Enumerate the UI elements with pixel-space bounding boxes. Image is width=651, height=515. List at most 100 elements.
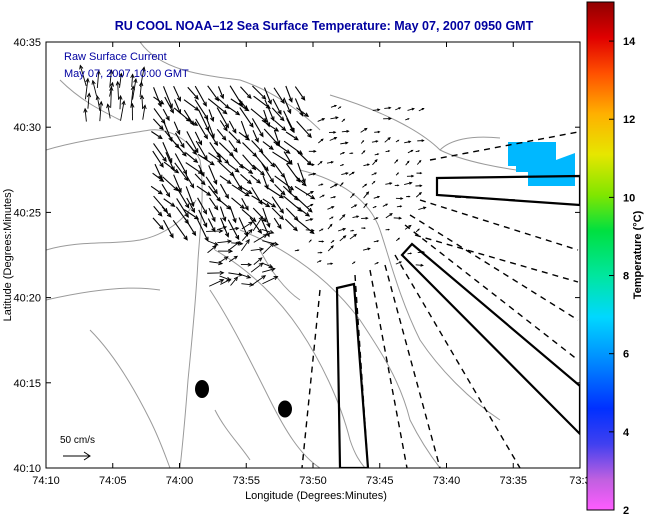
current-vector bbox=[185, 140, 197, 155]
current-vector bbox=[261, 262, 273, 268]
current-vector bbox=[404, 182, 412, 185]
current-vector-head bbox=[421, 108, 425, 111]
current-vector-head bbox=[330, 245, 334, 249]
current-vector-head bbox=[407, 118, 410, 120]
current-vector bbox=[131, 74, 134, 87]
current-vector-head bbox=[331, 206, 335, 209]
current-vector bbox=[238, 131, 250, 141]
current-vector bbox=[119, 73, 122, 88]
current-vector-head bbox=[418, 191, 422, 195]
y-tick-label: 40:15 bbox=[13, 378, 41, 390]
current-vector-head bbox=[236, 139, 241, 145]
current-vector bbox=[197, 153, 215, 166]
current-vector-head bbox=[194, 215, 200, 220]
current-vector bbox=[228, 106, 240, 116]
current-vector-head bbox=[247, 189, 253, 195]
current-vector bbox=[185, 186, 195, 207]
current-vector bbox=[252, 164, 265, 176]
colorbar-ticks: 14 12 10 8 6 4 2 bbox=[609, 36, 636, 515]
current-vector-head bbox=[170, 202, 176, 207]
current-vector bbox=[306, 203, 313, 208]
current-vector-head bbox=[408, 181, 413, 185]
current-vector bbox=[251, 195, 270, 208]
current-vector bbox=[227, 163, 240, 173]
current-vector-head bbox=[109, 81, 114, 87]
current-vector-head bbox=[224, 159, 230, 165]
current-vector-head bbox=[219, 94, 225, 100]
current-vector-head bbox=[139, 94, 145, 100]
current-vector bbox=[207, 218, 216, 232]
current-vector-head bbox=[86, 92, 92, 98]
current-vector bbox=[79, 65, 87, 86]
current-vector bbox=[294, 86, 306, 101]
x-tick-label: 73:55 bbox=[232, 475, 260, 487]
y-tick-label: 40:20 bbox=[13, 293, 41, 305]
current-vector-head bbox=[79, 64, 84, 70]
current-vector bbox=[195, 118, 208, 139]
current-vector-head bbox=[310, 190, 314, 194]
current-vector-head bbox=[235, 226, 240, 231]
current-vector-head bbox=[235, 110, 241, 116]
current-vector-head bbox=[364, 183, 368, 187]
current-vector-head bbox=[269, 178, 274, 184]
sst-patch bbox=[508, 142, 575, 186]
current-vector-head bbox=[310, 228, 315, 232]
current-vector-head bbox=[248, 221, 254, 226]
current-vector-head bbox=[342, 235, 347, 239]
current-vector bbox=[272, 151, 292, 165]
current-vector-head bbox=[246, 94, 252, 100]
current-vector bbox=[196, 219, 209, 242]
current-vector-head bbox=[258, 148, 264, 154]
x-axis-label: Longitude (Degrees:Minutes) bbox=[245, 490, 387, 502]
current-vector bbox=[285, 207, 299, 221]
current-vector bbox=[263, 109, 270, 127]
current-vector-head bbox=[213, 189, 218, 195]
current-vector-head bbox=[130, 85, 135, 91]
current-vector bbox=[185, 173, 195, 188]
current-vector-head bbox=[223, 256, 229, 261]
current-vector bbox=[153, 108, 166, 124]
current-vector-head bbox=[400, 197, 404, 200]
current-vector bbox=[117, 81, 120, 100]
current-vector-head bbox=[139, 81, 144, 87]
current-vector-head bbox=[330, 262, 334, 265]
current-vector-head bbox=[234, 168, 240, 173]
current-vector-head bbox=[305, 212, 311, 217]
current-vector bbox=[362, 248, 370, 251]
current-vector-head bbox=[276, 140, 281, 146]
current-vector bbox=[208, 152, 222, 163]
current-vector bbox=[228, 131, 241, 144]
current-vector bbox=[253, 257, 263, 265]
current-vector bbox=[196, 185, 211, 196]
current-vector bbox=[173, 99, 181, 114]
current-vector bbox=[219, 120, 228, 131]
current-vector bbox=[183, 209, 199, 220]
current-vector bbox=[327, 206, 334, 210]
current-vector bbox=[154, 163, 163, 179]
current-vector-head bbox=[222, 216, 227, 223]
current-vector-head bbox=[418, 159, 422, 163]
y-tick-label: 40:30 bbox=[13, 122, 41, 134]
current-vector-head bbox=[260, 170, 266, 176]
current-vector-head bbox=[411, 107, 415, 111]
current-vector-head bbox=[222, 109, 228, 115]
current-vector-head bbox=[96, 69, 101, 75]
current-vector bbox=[261, 162, 274, 183]
current-vector bbox=[262, 198, 276, 208]
current-vector bbox=[185, 162, 203, 175]
current-vector-head bbox=[224, 232, 230, 238]
current-vector bbox=[241, 283, 254, 286]
colorbar-label: Temperature (°C) bbox=[632, 210, 644, 299]
colorbar-tick-label: 12 bbox=[623, 114, 635, 126]
current-vector bbox=[283, 140, 303, 155]
current-vector-head bbox=[331, 216, 334, 219]
current-vector bbox=[340, 142, 348, 145]
current-vector-head bbox=[300, 95, 306, 101]
current-vector bbox=[415, 192, 422, 198]
current-vector bbox=[262, 242, 275, 255]
current-vector bbox=[238, 185, 252, 194]
current-vector bbox=[229, 205, 237, 223]
current-vector bbox=[296, 120, 312, 138]
current-vector-head bbox=[259, 132, 264, 138]
colorbar-tick-label: 2 bbox=[623, 505, 629, 515]
